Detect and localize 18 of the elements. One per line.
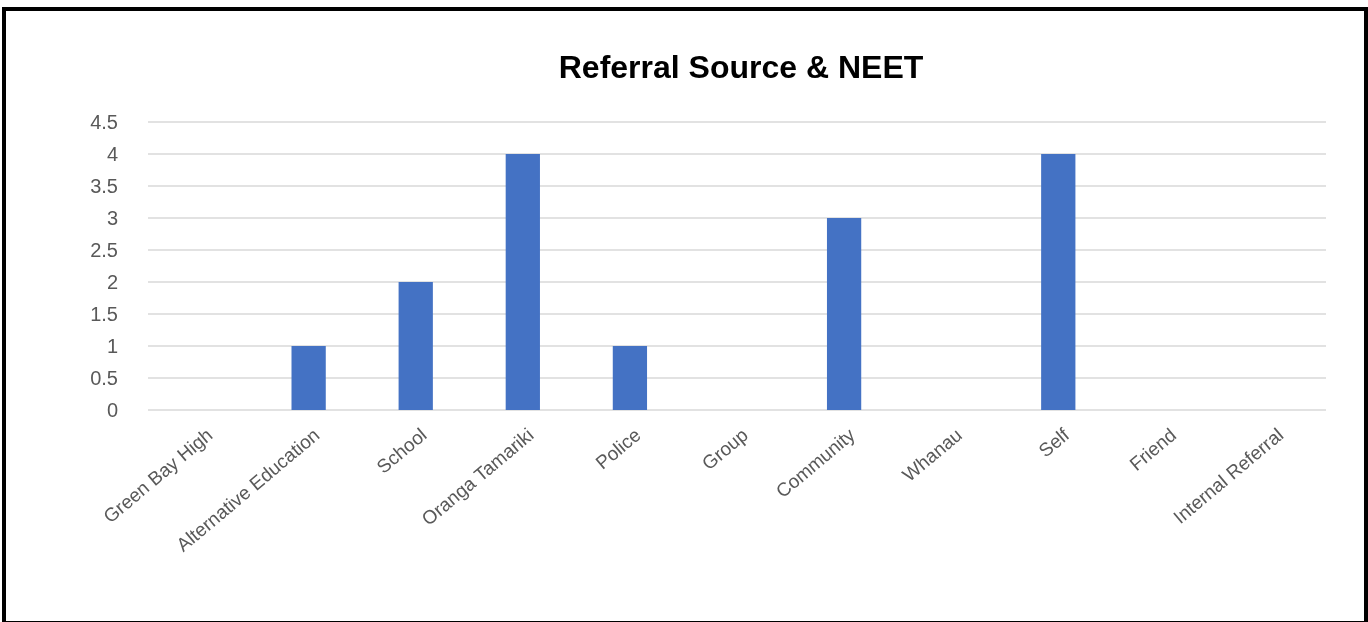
y-tick-label: 3 <box>106 207 118 229</box>
bar <box>291 346 326 410</box>
y-tick-label: 0 <box>106 399 118 421</box>
bar <box>398 282 433 410</box>
bar <box>612 346 648 410</box>
y-tick-label: 2.5 <box>90 239 118 261</box>
bar <box>1041 154 1076 410</box>
y-tick-label: 0.5 <box>90 367 118 389</box>
chart-title: Referral Source & NEET <box>558 49 924 85</box>
x-tick-label: Self <box>1034 423 1074 462</box>
bar <box>505 154 540 410</box>
y-tick-label: 4.5 <box>90 111 118 133</box>
y-tick-label: 2 <box>106 271 118 293</box>
bar <box>826 218 862 410</box>
y-tick-label: 4 <box>106 143 118 165</box>
y-tick-label: 1 <box>106 335 118 357</box>
y-tick-label: 1.5 <box>90 303 118 325</box>
y-tick-label: 3.5 <box>90 175 118 197</box>
